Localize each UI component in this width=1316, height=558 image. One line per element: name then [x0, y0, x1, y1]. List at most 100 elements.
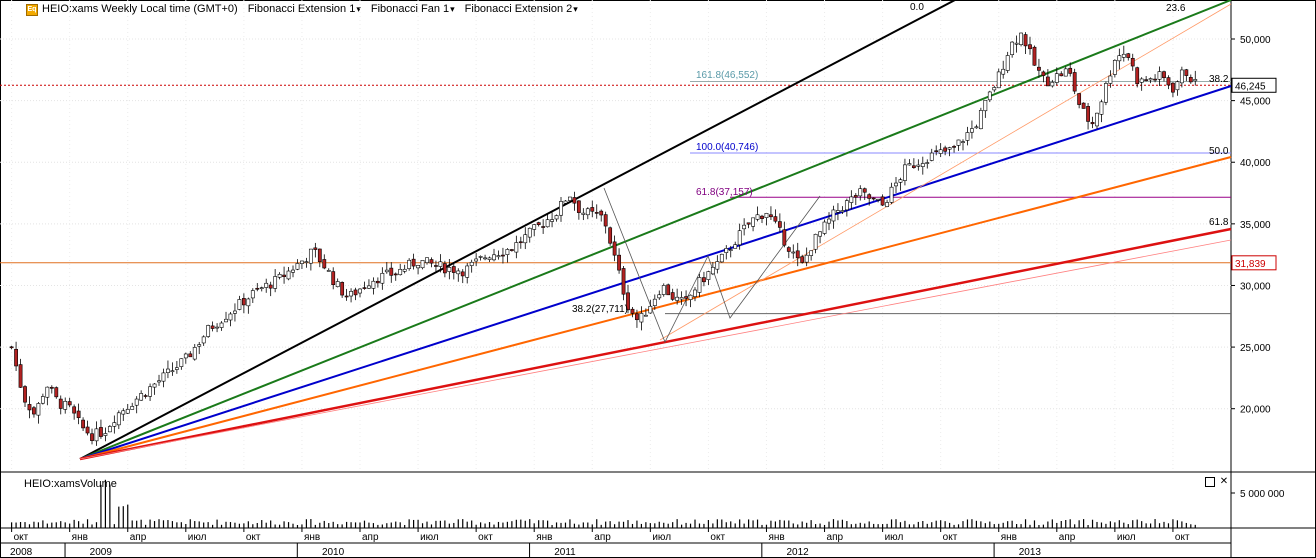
chart-title: HEIO:xams Weekly Local time (GMT+0) — [42, 3, 238, 15]
candle-body — [72, 406, 77, 414]
menu-fib-extension-2[interactable]: Fibonacci Extension 2 — [465, 3, 578, 17]
candle-body — [442, 263, 447, 274]
candle-body — [99, 427, 103, 437]
candle-body — [746, 222, 751, 225]
candle-body — [590, 207, 595, 212]
candle-body — [125, 409, 130, 414]
candle-body — [300, 260, 304, 264]
candle-body — [465, 265, 470, 278]
fan-label-236: 23.6 — [1166, 3, 1186, 14]
candle-body — [630, 308, 635, 314]
candle-body — [45, 386, 50, 398]
candle-body — [1095, 112, 1099, 127]
close-icon[interactable]: ✕ — [1219, 476, 1229, 487]
candle-body — [277, 273, 282, 278]
candle-body — [719, 253, 724, 263]
candle-body — [675, 296, 680, 301]
month-label: янв — [536, 532, 552, 543]
candle-body — [523, 234, 528, 244]
candle-body — [206, 325, 211, 337]
candle-body — [197, 344, 202, 347]
candle-body — [255, 287, 260, 290]
candle-body — [737, 230, 742, 246]
candle-body — [992, 87, 997, 91]
candle-body — [889, 186, 894, 203]
candle-body — [170, 370, 175, 373]
candle-body — [813, 233, 818, 250]
candle-body — [970, 128, 974, 133]
candle-body — [1139, 78, 1144, 83]
candle-body — [308, 248, 313, 264]
candle-body — [505, 249, 510, 255]
candle-body — [733, 244, 738, 249]
volume-max-label: 5 000 000 — [1240, 489, 1285, 500]
candle-body — [331, 271, 336, 285]
candle-body — [152, 383, 157, 388]
candle-body — [130, 406, 135, 410]
month-label: апр — [362, 532, 379, 543]
month-label: апр — [594, 532, 611, 543]
candle-body — [907, 163, 912, 166]
candle-body — [1059, 73, 1064, 77]
candle-body — [947, 147, 952, 150]
candle-body — [943, 147, 948, 152]
fib-fan-500-line — [79, 156, 1232, 460]
candle-body — [648, 305, 653, 314]
candle-body — [594, 212, 599, 214]
candle-body — [800, 256, 805, 263]
candle-body — [1054, 73, 1059, 83]
candle-body — [831, 209, 836, 222]
month-label: окт — [478, 532, 493, 543]
candle-body — [148, 386, 152, 397]
candle-body — [9, 346, 14, 349]
candle-body — [983, 99, 988, 112]
candle-body — [809, 250, 814, 256]
candle-body — [228, 313, 233, 321]
candle-body — [1041, 71, 1046, 76]
fib-fan-618-line — [79, 227, 1232, 461]
candle-body — [621, 268, 626, 295]
candle-body — [827, 218, 831, 224]
candle-body — [317, 248, 322, 263]
menu-fib-fan-1[interactable]: Fibonacci Fan 1 — [371, 3, 455, 17]
candle-body — [666, 284, 671, 296]
month-label: апр — [827, 532, 844, 543]
candle-body — [411, 258, 416, 267]
candle-body — [192, 347, 197, 360]
candle-body — [563, 200, 568, 204]
candle-body — [603, 214, 608, 227]
candle-body — [282, 274, 286, 277]
candle-body — [617, 254, 621, 271]
candle-body — [818, 231, 822, 237]
month-label: янв — [72, 532, 88, 543]
last-price-marker: 46,245 — [1235, 81, 1266, 92]
candle-body — [773, 216, 778, 222]
candle-body — [1045, 76, 1050, 87]
maximize-icon[interactable] — [1205, 477, 1215, 487]
candle-body — [1193, 79, 1198, 82]
candle-body — [1014, 42, 1019, 45]
candle-body — [608, 227, 613, 244]
candle-body — [952, 146, 956, 148]
candle-body — [501, 254, 505, 257]
candle-body — [1032, 46, 1037, 66]
candle-body — [250, 290, 255, 299]
fib-ext-aux-line — [659, 3, 1232, 341]
year-label: 2011 — [554, 547, 576, 558]
candle-body — [639, 313, 644, 323]
candle-body — [469, 261, 474, 266]
month-label: июл — [1117, 532, 1136, 543]
fib-ext-pattern — [603, 187, 821, 343]
candle-body — [291, 269, 295, 273]
candle-body — [764, 213, 769, 218]
candle-body — [389, 267, 394, 276]
candle-body — [867, 194, 872, 199]
candle-body — [1188, 77, 1193, 83]
candle-body — [27, 404, 32, 411]
candle-body — [911, 165, 916, 168]
candle-body — [585, 208, 590, 216]
candle-body — [143, 395, 148, 397]
candle-body — [416, 265, 420, 269]
candle-body — [1086, 106, 1090, 122]
